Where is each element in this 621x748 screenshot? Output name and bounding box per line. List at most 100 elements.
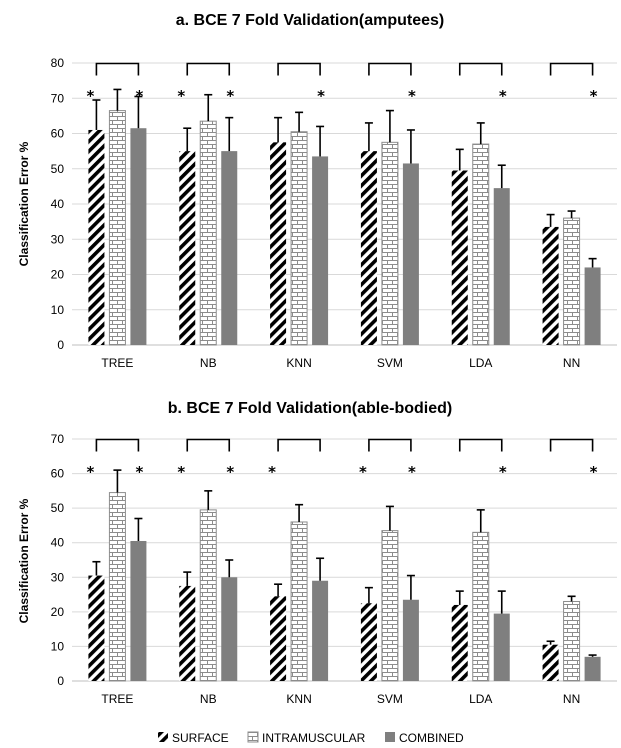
chart-b-significance-bracket: [95, 438, 140, 452]
chart-a-bar-combined: [493, 188, 510, 345]
chart-a-significance-bracket: [95, 62, 140, 76]
chart-a-bar-surface: [179, 151, 196, 345]
chart-b-bar-combined: [584, 656, 601, 681]
chart-a-ytick-label: 30: [51, 232, 65, 246]
chart-a-bar-surface: [270, 142, 287, 345]
chart-a-bar-combined: [402, 163, 419, 345]
chart-b-plot: 0 10 20 30 40 50 60 70 * * TREE * * NB * KNN * * SVM * LDA * N…: [51, 432, 617, 706]
chart-b-significance-star: *: [226, 463, 234, 481]
chart-b-xtick-label: SVM: [377, 692, 403, 706]
chart-b-ytick-label: 10: [51, 639, 65, 653]
chart-a-significance-bracket: [458, 62, 503, 76]
chart-b-bar-surface: [451, 604, 468, 681]
chart-b-ytick-label: 0: [57, 674, 64, 688]
chart-a-significance-bracket: [549, 62, 594, 76]
chart-b-ytick-label: 50: [51, 501, 65, 515]
legend-swatch-combined: [385, 732, 395, 742]
chart-a-significance-star: *: [499, 87, 507, 105]
chart-a-bar-intramuscular: [381, 141, 399, 346]
chart-b-xtick-label: LDA: [469, 692, 492, 706]
chart-b-ytick-label: 70: [51, 432, 65, 446]
chart-a-significance-bracket: [186, 62, 231, 76]
chart-a-bar-intramuscular: [199, 120, 217, 346]
chart-a-xtick-label: NB: [200, 356, 217, 370]
chart-a-bar-intramuscular: [290, 131, 308, 346]
chart-a-bar-intramuscular: [472, 143, 490, 346]
chart-a-bar-combined: [130, 128, 147, 345]
chart-b-bar-surface: [88, 575, 105, 681]
chart-a-significance-star: *: [408, 87, 416, 105]
chart-a-significance-star: *: [317, 87, 325, 105]
chart-a-bar-surface: [451, 170, 468, 345]
chart-a-ytick-label: 70: [51, 91, 65, 105]
chart-b-bar-surface: [270, 596, 287, 681]
chart-a-ytick-label: 40: [51, 197, 65, 211]
chart-b-significance-star: *: [268, 463, 276, 481]
chart-b-significance-star: *: [359, 463, 367, 481]
chart-a-significance-star: *: [86, 87, 94, 105]
chart-b-ytick-label: 30: [51, 570, 65, 584]
chart-b-ylabel: Classification Error %: [17, 498, 31, 623]
chart-a-ylabel: Classification Error %: [17, 141, 31, 266]
chart-b-ytick-label: 60: [51, 467, 65, 481]
chart-a-ytick-label: 80: [51, 56, 65, 70]
chart-a-ytick-label: 0: [57, 338, 64, 352]
chart-a-xtick-label: SVM: [377, 356, 403, 370]
chart-b-bar-intramuscular: [381, 530, 399, 682]
chart-a-bar-intramuscular: [108, 110, 126, 346]
legend-label-combined: COMBINED: [399, 731, 464, 745]
chart-a-xtick-label: NN: [563, 356, 580, 370]
chart-b-title: b. BCE 7 Fold Validation(able-bodied): [168, 400, 452, 417]
legend-label-surface: SURFACE: [172, 731, 229, 745]
chart-a-bar-surface: [542, 226, 559, 345]
chart-b-significance-star: *: [135, 463, 143, 481]
chart-a-bar-surface: [88, 129, 105, 345]
chart-a-significance-star: *: [135, 87, 143, 105]
chart-a-bar-combined: [221, 151, 238, 345]
chart-a-bar-surface: [360, 151, 377, 345]
chart-b-xtick-label: TREE: [101, 692, 133, 706]
chart-b-bar-intramuscular: [290, 521, 308, 682]
chart-b-bar-surface: [360, 603, 377, 681]
chart-b-xtick-label: NN: [563, 692, 580, 706]
chart-a-bar-combined: [584, 267, 601, 345]
chart-b-bar-intramuscular: [108, 492, 126, 682]
chart-a-ytick-label: 20: [51, 268, 65, 282]
chart-b-bar-combined: [402, 599, 419, 681]
chart-b-xtick-label: NB: [200, 692, 217, 706]
chart-a-ytick-label: 10: [51, 303, 65, 317]
chart-b-bar-combined: [493, 613, 510, 681]
chart-a-plot: 0 10 20 30 40 50 60 70 80 * * TREE * * NB * KNN * SVM * LDA *…: [51, 56, 617, 370]
chart-b-significance-bracket: [368, 438, 412, 452]
chart-a-significance-bracket: [368, 62, 412, 76]
legend-label-intramuscular: INTRAMUSCULAR: [262, 731, 366, 745]
chart-a-bar-combined: [312, 156, 329, 345]
chart-a-ytick-label: 60: [51, 127, 65, 141]
chart-b-significance-star: *: [499, 463, 507, 481]
chart-b-bar-combined: [221, 577, 238, 681]
chart-b-ytick-label: 20: [51, 605, 65, 619]
chart-b-significance-star: *: [86, 463, 94, 481]
chart-a-significance-star: *: [177, 87, 185, 105]
chart-b-significance-star: *: [408, 463, 416, 481]
chart-b-xtick-label: KNN: [286, 692, 311, 706]
chart-b-significance-bracket: [458, 438, 503, 452]
chart-b-significance-bracket: [186, 438, 231, 452]
chart-b-bar-combined: [312, 580, 329, 681]
chart-b-bar-combined: [130, 540, 147, 681]
chart-b-significance-bracket: [277, 438, 321, 452]
chart-b-ytick-label: 40: [51, 536, 65, 550]
legend-swatch-intramuscular: [247, 731, 259, 743]
chart-b-bar-surface: [179, 585, 196, 681]
chart-b-significance-bracket: [549, 438, 594, 452]
chart-a-title: a. BCE 7 Fold Validation(amputees): [176, 12, 445, 29]
chart-b-bar-intramuscular: [563, 600, 581, 682]
chart-b-significance-star: *: [177, 463, 185, 481]
chart-b-bar-surface: [542, 644, 559, 681]
chart-a-significance-star: *: [226, 87, 234, 105]
chart-a-xtick-label: LDA: [469, 356, 492, 370]
chart-a-significance-star: *: [590, 87, 598, 105]
legend: SURFACE INTRAMUSCULAR COMBINED: [158, 731, 464, 745]
chart-b-bar-intramuscular: [199, 509, 217, 682]
